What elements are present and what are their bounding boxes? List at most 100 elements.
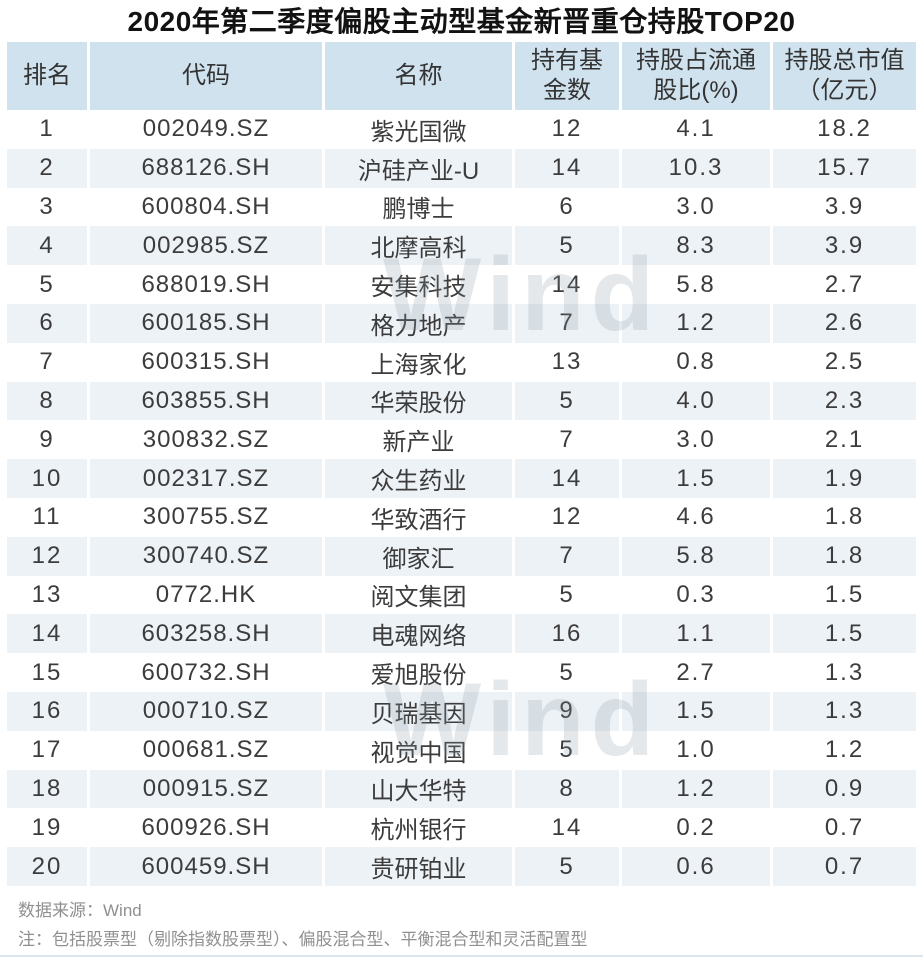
- cell-code: 603855.SH: [90, 381, 325, 421]
- header-cell-float_pct: 持股占流通 股比(%): [622, 42, 773, 110]
- table-row: 15 600732.SH 爱旭股份 5 2.7 1.3: [7, 653, 916, 692]
- cell-float_pct: 0.3: [622, 575, 773, 615]
- cell-funds: 8: [515, 769, 622, 809]
- cell-rank: 9: [7, 420, 90, 460]
- cell-funds: 5: [515, 226, 622, 266]
- cell-funds: 16: [515, 614, 622, 654]
- cell-float_pct: 10.3: [622, 148, 773, 188]
- header-cell-name: 名称: [325, 42, 515, 110]
- table-row: 8 603855.SH 华荣股份 5 4.0 2.3: [7, 381, 916, 421]
- cell-name: 格力地产: [325, 303, 515, 343]
- cell-rank: 6: [7, 303, 90, 343]
- table-row: 6 600185.SH 格力地产 7 1.2 2.6: [7, 303, 916, 343]
- cell-name: 阅文集团: [325, 575, 515, 615]
- cell-funds: 5: [515, 575, 622, 615]
- cell-name: 紫光国微: [325, 110, 515, 149]
- table-row: 14 603258.SH 电魂网络 16 1.1 1.5: [7, 614, 916, 654]
- table-row: 18 000915.SZ 山大华特 8 1.2 0.9: [7, 769, 916, 809]
- cell-name: 爱旭股份: [325, 653, 515, 692]
- table-row: 12 300740.SZ 御家汇 7 5.8 1.8: [7, 536, 916, 576]
- cell-float_pct: 3.0: [622, 420, 773, 460]
- cell-code: 300755.SZ: [90, 497, 325, 537]
- table-row: 2 688126.SH 沪硅产业-U 14 10.3 15.7: [7, 148, 916, 188]
- cell-funds: 12: [515, 110, 622, 149]
- cell-funds: 7: [515, 420, 622, 460]
- cell-code: 600459.SH: [90, 847, 325, 886]
- cell-market_value: 1.3: [824, 658, 865, 686]
- table-header-row: 排名 代码 名称 持有基 金数 持股占流通 股比(%) 持股总市值 （亿元）: [7, 42, 916, 110]
- table-row: 4 002985.SZ 北摩高科 5 8.3 3.9: [7, 226, 916, 266]
- cell-rank: 18: [7, 769, 90, 809]
- cell-rank: 16: [7, 691, 90, 731]
- table-row: 11 300755.SZ 华致酒行 12 4.6 1.8: [7, 497, 916, 537]
- cell-float_pct: 4.1: [622, 110, 773, 149]
- cell-code: 002049.SZ: [90, 110, 325, 149]
- cell-code: 688019.SH: [90, 265, 325, 304]
- cell-rank: 7: [7, 342, 90, 382]
- cell-rank: 3: [7, 187, 90, 227]
- cell-funds: 5: [515, 653, 622, 692]
- cell-name: 山大华特: [325, 769, 515, 809]
- cell-funds: 7: [515, 303, 622, 343]
- cell-rank: 1: [7, 110, 90, 149]
- cell-funds: 13: [515, 342, 622, 382]
- cell-rank: 10: [7, 459, 90, 498]
- cell-market_value: 0.7: [824, 852, 865, 880]
- cell-code: 600732.SH: [90, 653, 325, 692]
- table-row: 9 300832.SZ 新产业 7 3.0 2.1: [7, 420, 916, 460]
- cell-name: 安集科技: [325, 265, 515, 304]
- cell-funds: 9: [515, 691, 622, 731]
- table-row: 7 600315.SH 上海家化 13 0.8 2.5: [7, 342, 916, 382]
- cell-code: 000915.SZ: [90, 769, 325, 809]
- cell-funds: 5: [515, 847, 622, 886]
- page-title: 2020年第二季度偏股主动型基金新晋重仓持股TOP20: [127, 6, 796, 37]
- cell-float_pct: 1.5: [622, 459, 773, 498]
- cell-code: 300832.SZ: [90, 420, 325, 460]
- cell-code: 600315.SH: [90, 342, 325, 382]
- cell-float_pct: 4.0: [622, 381, 773, 421]
- cell-name: 鹏博士: [325, 187, 515, 227]
- cell-float_pct: 1.5: [622, 691, 773, 731]
- cell-code: 600926.SH: [90, 808, 325, 848]
- cell-code: 0772.HK: [90, 575, 325, 615]
- cell-funds: 12: [515, 497, 622, 537]
- cell-market_value: 1.8: [824, 503, 865, 531]
- cell-code: 300740.SZ: [90, 536, 325, 576]
- cell-name: 北摩高科: [325, 226, 515, 266]
- table-row: 20 600459.SH 贵研铂业 5 0.6 0.7: [7, 847, 916, 886]
- cell-code: 688126.SH: [90, 148, 325, 188]
- cell-market_value: 2.1: [824, 425, 865, 453]
- table-row: 10 002317.SZ 众生药业 14 1.5 1.9: [7, 459, 916, 498]
- cell-name: 新产业: [325, 420, 515, 460]
- table-row: 19 600926.SH 杭州银行 14 0.2 0.7: [7, 808, 916, 848]
- cell-name: 华致酒行: [325, 497, 515, 537]
- cell-market_value: 1.5: [824, 580, 865, 608]
- cell-market_value: 1.3: [824, 697, 865, 725]
- cell-float_pct: 0.8: [622, 342, 773, 382]
- cell-code: 002317.SZ: [90, 459, 325, 498]
- cell-name: 众生药业: [325, 459, 515, 498]
- cell-market_value: 18.2: [817, 115, 872, 143]
- cell-funds: 14: [515, 808, 622, 848]
- cell-funds: 5: [515, 381, 622, 421]
- cell-market_value: 15.7: [817, 154, 872, 182]
- cell-market_value: 0.9: [824, 774, 865, 802]
- header-cell-code: 代码: [90, 42, 325, 110]
- cell-float_pct: 1.2: [622, 303, 773, 343]
- cell-code: 603258.SH: [90, 614, 325, 654]
- cell-market_value: 1.2: [824, 736, 865, 764]
- cell-float_pct: 1.0: [622, 730, 773, 770]
- cell-float_pct: 4.6: [622, 497, 773, 537]
- cell-funds: 14: [515, 148, 622, 188]
- cell-code: 002985.SZ: [90, 226, 325, 266]
- table-row: 16 000710.SZ 贝瑞基因 9 1.5 1.3: [7, 691, 916, 731]
- cell-rank: 19: [7, 808, 90, 848]
- cell-market_value: 2.3: [824, 386, 865, 414]
- cell-funds: 5: [515, 730, 622, 770]
- header-cell-funds: 持有基 金数: [515, 42, 622, 110]
- cell-rank: 17: [7, 730, 90, 770]
- cell-funds: 6: [515, 187, 622, 227]
- cell-float_pct: 0.2: [622, 808, 773, 848]
- cell-name: 上海家化: [325, 342, 515, 382]
